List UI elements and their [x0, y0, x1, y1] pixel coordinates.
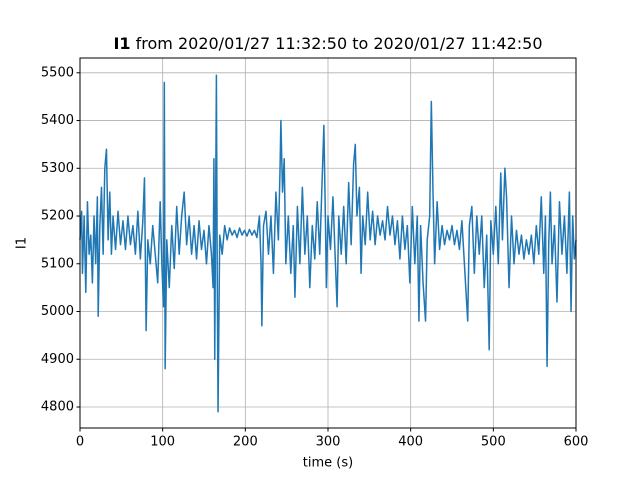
chart-title: I1 from 2020/01/27 11:32:50 to 2020/01/2…: [113, 34, 542, 53]
x-tick-label: 300: [316, 435, 341, 450]
y-tick-label: 5000: [41, 304, 74, 319]
y-tick-label: 4800: [41, 399, 74, 414]
x-axis-label: time (s): [303, 456, 353, 471]
title-series: I1: [113, 34, 130, 53]
x-tick-label: 600: [564, 435, 589, 450]
y-tick-label: 5200: [41, 209, 74, 224]
data-line: [79, 74, 577, 413]
y-tick-label: 4900: [41, 352, 74, 367]
x-tick-label: 100: [150, 435, 175, 450]
grid: [79, 58, 577, 428]
x-tick-label: 0: [76, 435, 84, 450]
plot-area: [79, 74, 577, 413]
y-tick-label: 5400: [41, 113, 74, 128]
y-axis-label: I1: [15, 237, 30, 249]
x-tick-label: 200: [233, 435, 258, 450]
y-tick-label: 5500: [41, 65, 74, 80]
ticks: 0 100 200 300 400 500 600 4800 4900 5000 5100 5200 5…: [41, 65, 589, 449]
x-tick-label: 500: [481, 435, 506, 450]
y-tick-label: 5300: [41, 161, 74, 176]
y-tick-label: 5100: [41, 256, 74, 271]
title-range: from 2020/01/27 11:32:50 to 2020/01/27 1…: [136, 34, 543, 53]
x-tick-label: 400: [398, 435, 423, 450]
